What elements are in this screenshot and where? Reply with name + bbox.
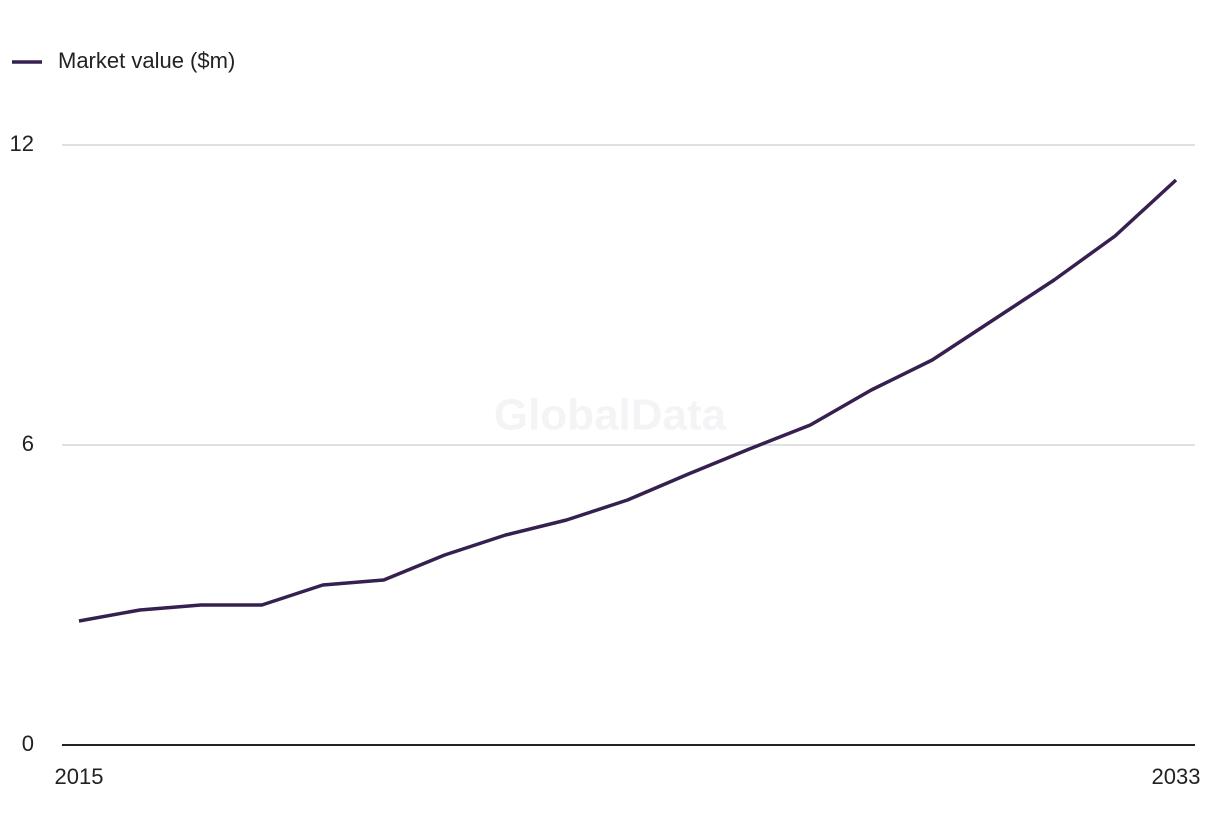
x-tick-label: 2015: [55, 764, 104, 789]
x-tick-label: 2033: [1152, 764, 1201, 789]
y-tick-label: 6: [22, 431, 34, 456]
y-tick-label: 0: [22, 731, 34, 756]
watermark: GlobalData: [494, 391, 727, 440]
legend-label: Market value ($m): [58, 48, 235, 73]
line: [78, 178, 1178, 623]
y-tick-label: 12: [10, 131, 34, 156]
